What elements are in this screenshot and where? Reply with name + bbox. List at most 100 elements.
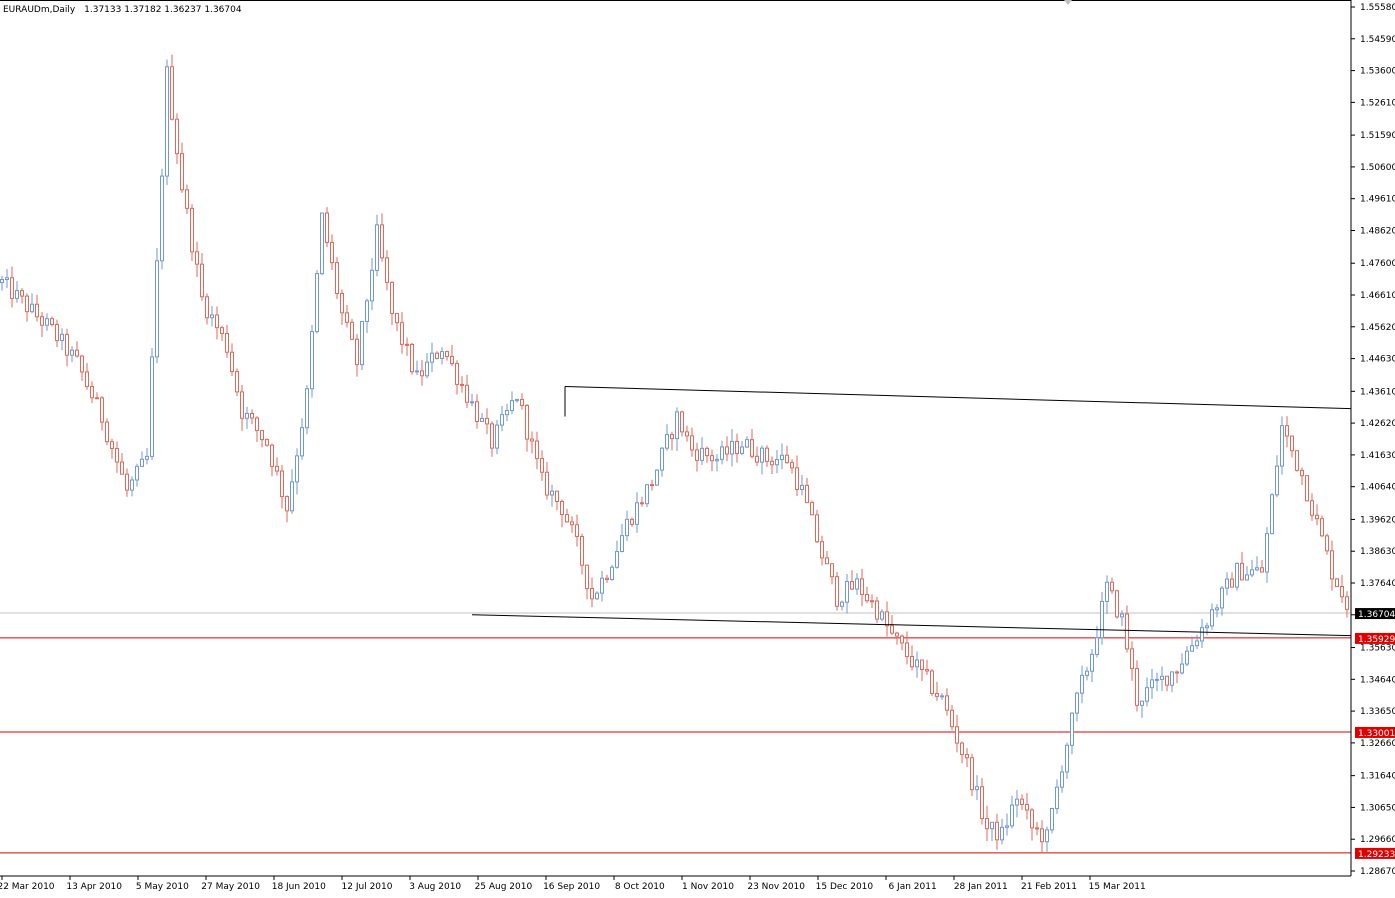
candle-body bbox=[475, 401, 479, 422]
candle bbox=[1100, 591, 1104, 645]
candle bbox=[475, 394, 479, 429]
candle-body bbox=[405, 343, 409, 346]
candle-body bbox=[580, 535, 584, 566]
candle bbox=[625, 510, 629, 541]
candle bbox=[920, 659, 924, 681]
candle bbox=[910, 645, 914, 671]
candle-body bbox=[340, 292, 344, 314]
candle-body bbox=[435, 352, 439, 359]
candle bbox=[850, 570, 854, 591]
x-tick-label: 21 Feb 2011 bbox=[1021, 882, 1077, 892]
candle-body bbox=[935, 692, 939, 697]
candle-body bbox=[815, 514, 819, 543]
candle bbox=[1300, 467, 1304, 486]
candle bbox=[1255, 556, 1259, 572]
candle-body bbox=[740, 446, 744, 454]
candle bbox=[1205, 622, 1209, 636]
candle bbox=[650, 479, 654, 491]
candle-body bbox=[550, 490, 554, 496]
trendline[interactable] bbox=[564, 386, 1352, 410]
candle-body bbox=[1225, 578, 1229, 589]
candle-body bbox=[790, 462, 794, 469]
candle bbox=[815, 509, 819, 544]
candle-body bbox=[625, 518, 629, 537]
candle-body bbox=[1035, 827, 1039, 830]
candle-body bbox=[440, 351, 444, 359]
candle-body bbox=[1300, 469, 1304, 477]
candle-body bbox=[510, 400, 514, 412]
axes bbox=[0, 0, 1352, 877]
candle bbox=[1005, 813, 1009, 836]
candle-body bbox=[85, 371, 89, 388]
candle-body bbox=[605, 577, 609, 581]
candle-body bbox=[1335, 578, 1339, 588]
candle bbox=[45, 313, 49, 331]
candle-body bbox=[120, 461, 124, 475]
candle bbox=[265, 438, 269, 447]
candle-body bbox=[35, 303, 39, 318]
candle-body bbox=[1215, 607, 1219, 611]
candle-body bbox=[1240, 562, 1244, 581]
candle-body bbox=[925, 669, 929, 672]
trendlines bbox=[471, 386, 1352, 637]
candle bbox=[1065, 742, 1069, 779]
shift-marker-icon[interactable] bbox=[1064, 0, 1072, 5]
candle bbox=[745, 436, 749, 448]
candle-body bbox=[360, 320, 364, 366]
time-axis-ticks: 22 Mar 2010 13 Apr 2010 5 May 2010 27 May 2… bbox=[0, 876, 1146, 892]
candle bbox=[810, 500, 814, 516]
candle-body bbox=[940, 695, 944, 698]
candle-body bbox=[880, 611, 884, 620]
candle bbox=[325, 207, 329, 248]
candle bbox=[925, 659, 929, 675]
candle-body bbox=[55, 323, 59, 342]
candle bbox=[1000, 818, 1004, 845]
candle-body bbox=[140, 458, 144, 467]
candle bbox=[1275, 455, 1279, 498]
candle-body bbox=[945, 695, 949, 711]
candle-body bbox=[1060, 771, 1064, 788]
candle-body bbox=[445, 351, 449, 357]
candle bbox=[970, 753, 974, 796]
candle-body bbox=[1280, 425, 1284, 467]
candle bbox=[1220, 586, 1224, 616]
candle bbox=[825, 551, 829, 565]
trendline[interactable] bbox=[471, 614, 1352, 637]
candle bbox=[705, 446, 709, 463]
candle-body bbox=[910, 656, 914, 668]
candle-body bbox=[1100, 600, 1104, 639]
x-tick-label: 12 Jul 2010 bbox=[342, 882, 393, 892]
candle-body bbox=[770, 460, 774, 466]
candle bbox=[480, 413, 484, 423]
candle-body bbox=[990, 821, 994, 830]
candle bbox=[1195, 634, 1199, 649]
candle-body bbox=[10, 277, 14, 299]
candle bbox=[1240, 552, 1244, 581]
candle-body bbox=[460, 383, 464, 386]
candle bbox=[995, 813, 999, 850]
candle bbox=[235, 368, 239, 397]
current-price-box bbox=[1355, 608, 1395, 620]
candle-body bbox=[350, 321, 354, 340]
candle-body bbox=[715, 458, 719, 462]
candle bbox=[270, 443, 274, 477]
candle bbox=[170, 54, 174, 121]
candle bbox=[670, 431, 674, 451]
candle bbox=[1105, 575, 1109, 614]
candle-body bbox=[30, 303, 34, 313]
candle bbox=[255, 416, 259, 442]
candle bbox=[1320, 515, 1324, 537]
candle bbox=[1075, 691, 1079, 722]
y-tick-label: 1.53600 bbox=[1360, 67, 1395, 77]
candle bbox=[305, 385, 309, 435]
candle bbox=[400, 312, 404, 354]
candle bbox=[870, 594, 874, 609]
candle-body bbox=[485, 417, 489, 425]
price-level-label: 1.33001 bbox=[1358, 729, 1395, 739]
candle bbox=[55, 319, 59, 348]
y-tick-label: 1.51590 bbox=[1360, 131, 1395, 141]
candle bbox=[635, 492, 639, 533]
candle-body bbox=[265, 439, 269, 446]
candle bbox=[25, 293, 29, 322]
candle bbox=[455, 360, 459, 395]
